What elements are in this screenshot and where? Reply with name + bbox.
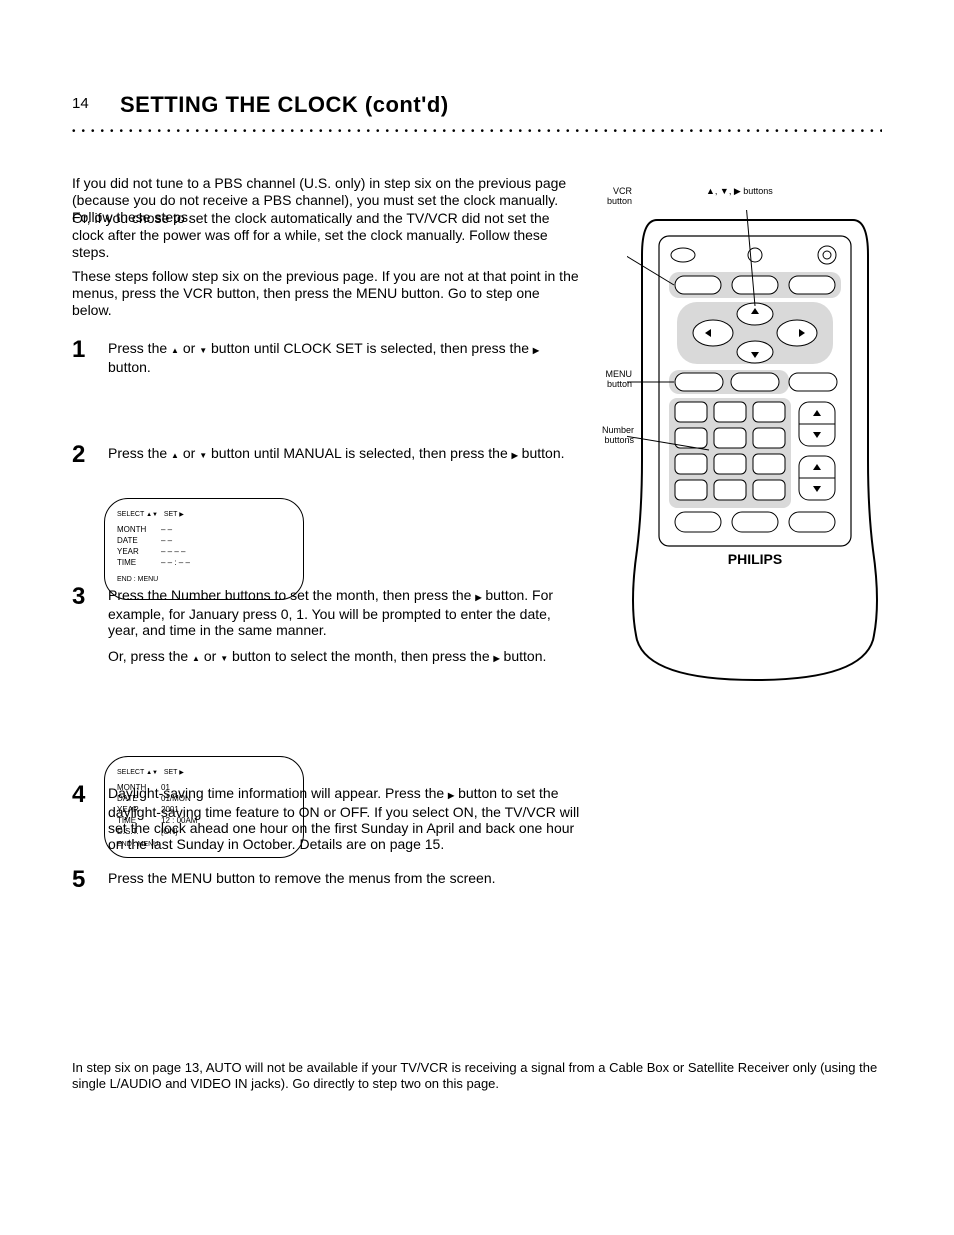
callout-number-buttons: Number buttons — [574, 425, 634, 445]
remote-illustration: PHILIPS — [627, 210, 883, 690]
osd2-header: SELECT SET — [117, 767, 291, 779]
osd2-row-dst: D.S.T. [ON] — [117, 826, 291, 837]
callout-menu-button: MENU button — [590, 369, 632, 389]
osd1-row-date: DATE – – — [117, 535, 291, 546]
step-1-number: 1 — [72, 340, 108, 375]
dotted-divider: ••••••••••••••••••••••••••••••••••••••••… — [72, 126, 882, 137]
osd-clock-set-filled: SELECT SET MONTH 01 DATE 01/MON YEAR 200… — [104, 756, 304, 858]
step-5-text: Press the MENU button to remove the menu… — [108, 870, 582, 890]
step-1-text: Press the or button until CLOCK SET is s… — [108, 340, 582, 375]
step-3-number: 3 — [72, 587, 108, 638]
osd2-row-year: YEAR 2001 — [117, 804, 291, 815]
step-1: 1 Press the or button until CLOCK SET is… — [72, 340, 582, 375]
osd2-row-month: MONTH 01 — [117, 782, 291, 793]
footnote: In step six on page 13, AUTO will not be… — [72, 1060, 882, 1092]
osd2-footer: END : MENU — [117, 839, 291, 850]
step-5: 5 Press the MENU button to remove the me… — [72, 870, 582, 890]
step-3-alt-spacer — [72, 648, 108, 667]
step-2: 2 Press the or button until MANUAL is se… — [72, 445, 582, 465]
step-4-number: 4 — [72, 785, 108, 852]
osd1-footer: END : MENU — [117, 574, 291, 585]
callout-arrow-buttons: ▲, ▼, ▶ buttons — [706, 186, 773, 197]
osd1-row-year: YEAR – – – – — [117, 546, 291, 557]
osd1-row-month: MONTH – – — [117, 524, 291, 535]
osd2-row-date: DATE 01/MON — [117, 793, 291, 804]
remote-brand-text: PHILIPS — [728, 551, 782, 567]
step-2-number: 2 — [72, 445, 108, 465]
page-number: 14 — [72, 95, 89, 112]
page-title: SETTING THE CLOCK (cont'd) — [120, 92, 449, 118]
osd2-row-time: TIME 12 : 00AM — [117, 815, 291, 826]
osd1-row-time: TIME – – : – – — [117, 557, 291, 568]
osd1-header: SELECT SET — [117, 509, 291, 521]
step-5-number: 5 — [72, 870, 108, 890]
osd-clock-set-empty: SELECT SET MONTH – – DATE – – YEAR – – –… — [104, 498, 304, 600]
step-2-text: Press the or button until MANUAL is sele… — [108, 445, 582, 465]
step-3-alt-text: Or, press the or button to select the mo… — [108, 648, 582, 667]
intro-paragraph-3: These steps follow step six on the previ… — [72, 268, 582, 319]
callout-vcr-button: VCR button — [598, 186, 632, 206]
intro-paragraph-2: Or, if you chose to set the clock automa… — [72, 210, 582, 261]
step-3-alt: Or, press the or button to select the mo… — [72, 648, 582, 667]
